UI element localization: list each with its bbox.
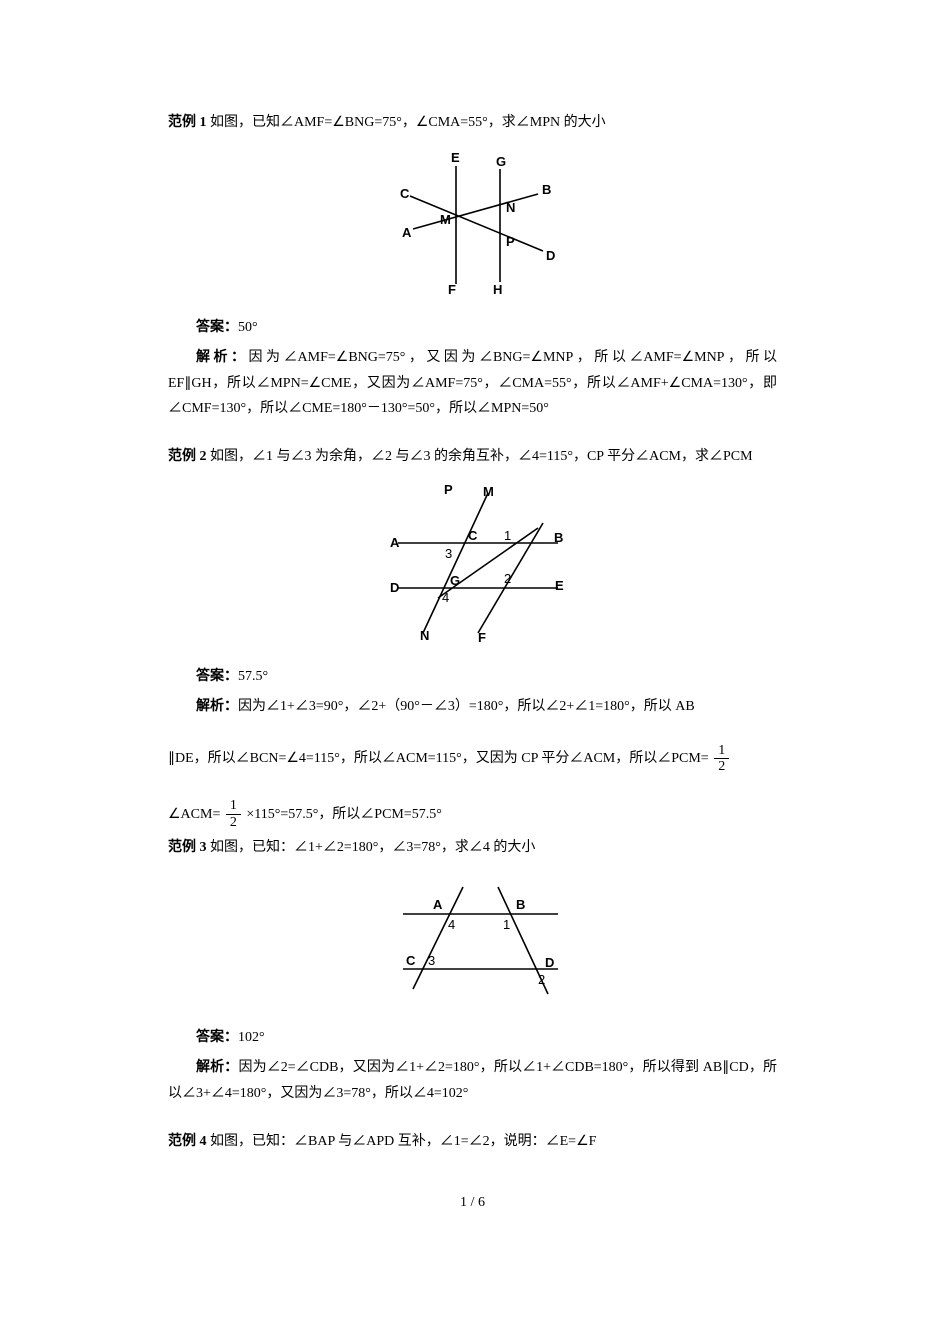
svg-text:P: P bbox=[506, 234, 515, 249]
svg-text:P: P bbox=[444, 482, 453, 497]
example-3-diagram: A B 4 1 C 3 D 2 bbox=[168, 869, 777, 1019]
svg-text:F: F bbox=[478, 630, 486, 645]
analysis-text-3a: ∠ACM= bbox=[168, 807, 224, 822]
answer-value: 50° bbox=[238, 320, 258, 335]
example-2-title: 范例 2 bbox=[168, 449, 207, 464]
example-1-question: 范例 1 如图，已知∠AMF=∠BNG=75°，∠CMA=55°，求∠MPN 的… bbox=[168, 110, 777, 136]
answer-label: 答案： bbox=[196, 669, 238, 684]
example-2-text: 如图，∠1 与∠3 为余角，∠2 与∠3 的余角互补，∠4=115°，CP 平分… bbox=[207, 449, 753, 464]
example-1-analysis: 解析：因为∠AMF=∠BNG=75°，又因为∠BNG=∠MNP，所以∠AMF=∠… bbox=[168, 345, 777, 423]
svg-text:4: 4 bbox=[448, 917, 455, 932]
svg-text:4: 4 bbox=[442, 590, 449, 605]
example-3-title: 范例 3 bbox=[168, 840, 207, 855]
example-3-text: 如图，已知：∠1+∠2=180°，∠3=78°，求∠4 的大小 bbox=[207, 840, 536, 855]
svg-text:D: D bbox=[546, 248, 555, 263]
svg-text:N: N bbox=[420, 628, 429, 643]
analysis-text: 因为∠AMF=∠BNG=75°，又因为∠BNG=∠MNP，所以∠AMF=∠MNP… bbox=[168, 350, 777, 417]
example-4-title: 范例 4 bbox=[168, 1134, 207, 1149]
svg-text:1: 1 bbox=[504, 528, 511, 543]
answer-label: 答案： bbox=[196, 1030, 238, 1045]
fraction: 12 bbox=[226, 798, 241, 830]
example-2-analysis-p1: 解析：因为∠1+∠3=90°，∠2+（90°－∠3）=180°，所以∠2+∠1=… bbox=[168, 694, 777, 720]
fraction: 12 bbox=[714, 743, 729, 775]
svg-text:G: G bbox=[496, 154, 506, 169]
svg-text:B: B bbox=[554, 530, 563, 545]
analysis-label: 解析： bbox=[196, 1060, 238, 1075]
example-1-title: 范例 1 bbox=[168, 115, 207, 130]
example-2-answer: 答案：57.5° bbox=[168, 664, 777, 690]
answer-value: 57.5° bbox=[238, 669, 268, 684]
svg-text:M: M bbox=[440, 212, 451, 227]
svg-text:C: C bbox=[400, 186, 410, 201]
example-2-diagram: P M A C 1 B 3 D G 2 E 4 N F bbox=[168, 478, 777, 658]
example-3-analysis: 解析：因为∠2=∠CDB，又因为∠1+∠2=180°，所以∠1+∠CDB=180… bbox=[168, 1055, 777, 1107]
analysis-label: 解析： bbox=[196, 350, 249, 365]
svg-text:3: 3 bbox=[445, 546, 452, 561]
svg-text:A: A bbox=[390, 535, 400, 550]
example-1-answer: 答案：50° bbox=[168, 315, 777, 341]
page-number: 1 / 6 bbox=[168, 1190, 777, 1216]
svg-text:C: C bbox=[406, 953, 416, 968]
analysis-text-3b: ×115°=57.5°，所以∠PCM=57.5° bbox=[243, 807, 442, 822]
example-1-diagram: E G C B M N A P F H D bbox=[168, 144, 777, 309]
svg-text:D: D bbox=[545, 955, 554, 970]
svg-text:G: G bbox=[450, 573, 460, 588]
svg-text:2: 2 bbox=[504, 571, 511, 586]
svg-text:D: D bbox=[390, 580, 399, 595]
svg-text:N: N bbox=[506, 200, 515, 215]
analysis-text-2a: ∥DE，所以∠BCN=∠4=115°，所以∠ACM=115°，又因为 CP 平分… bbox=[168, 751, 712, 766]
example-2-analysis-p3: ∠ACM= 12 ×115°=57.5°，所以∠PCM=57.5° bbox=[168, 798, 777, 832]
answer-label: 答案： bbox=[196, 320, 238, 335]
svg-text:F: F bbox=[448, 282, 456, 297]
example-2-question: 范例 2 如图，∠1 与∠3 为余角，∠2 与∠3 的余角互补，∠4=115°，… bbox=[168, 444, 777, 470]
answer-value: 102° bbox=[238, 1030, 265, 1045]
svg-text:E: E bbox=[451, 150, 460, 165]
svg-text:1: 1 bbox=[503, 917, 510, 932]
analysis-text: 因为∠2=∠CDB，又因为∠1+∠2=180°，所以∠1+∠CDB=180°，所… bbox=[168, 1060, 777, 1101]
svg-text:2: 2 bbox=[538, 972, 545, 987]
example-1-text: 如图，已知∠AMF=∠BNG=75°，∠CMA=55°，求∠MPN 的大小 bbox=[207, 115, 606, 130]
example-2-analysis-p2: ∥DE，所以∠BCN=∠4=115°，所以∠ACM=115°，又因为 CP 平分… bbox=[168, 742, 777, 776]
svg-text:C: C bbox=[468, 528, 478, 543]
analysis-text-1: 因为∠1+∠3=90°，∠2+（90°－∠3）=180°，所以∠2+∠1=180… bbox=[238, 699, 695, 714]
svg-text:A: A bbox=[402, 225, 412, 240]
svg-text:M: M bbox=[483, 484, 494, 499]
example-4-text: 如图，已知：∠BAP 与∠APD 互补，∠1=∠2，说明：∠E=∠F bbox=[207, 1134, 597, 1149]
svg-text:A: A bbox=[433, 897, 443, 912]
svg-text:H: H bbox=[493, 282, 502, 297]
example-3-answer: 答案：102° bbox=[168, 1025, 777, 1051]
example-3-question: 范例 3 如图，已知：∠1+∠2=180°，∠3=78°，求∠4 的大小 bbox=[168, 835, 777, 861]
svg-text:B: B bbox=[516, 897, 525, 912]
example-4-question: 范例 4 如图，已知：∠BAP 与∠APD 互补，∠1=∠2，说明：∠E=∠F bbox=[168, 1129, 777, 1155]
analysis-label: 解析： bbox=[196, 699, 238, 714]
svg-text:E: E bbox=[555, 578, 564, 593]
svg-text:3: 3 bbox=[428, 953, 435, 968]
svg-text:B: B bbox=[542, 182, 551, 197]
